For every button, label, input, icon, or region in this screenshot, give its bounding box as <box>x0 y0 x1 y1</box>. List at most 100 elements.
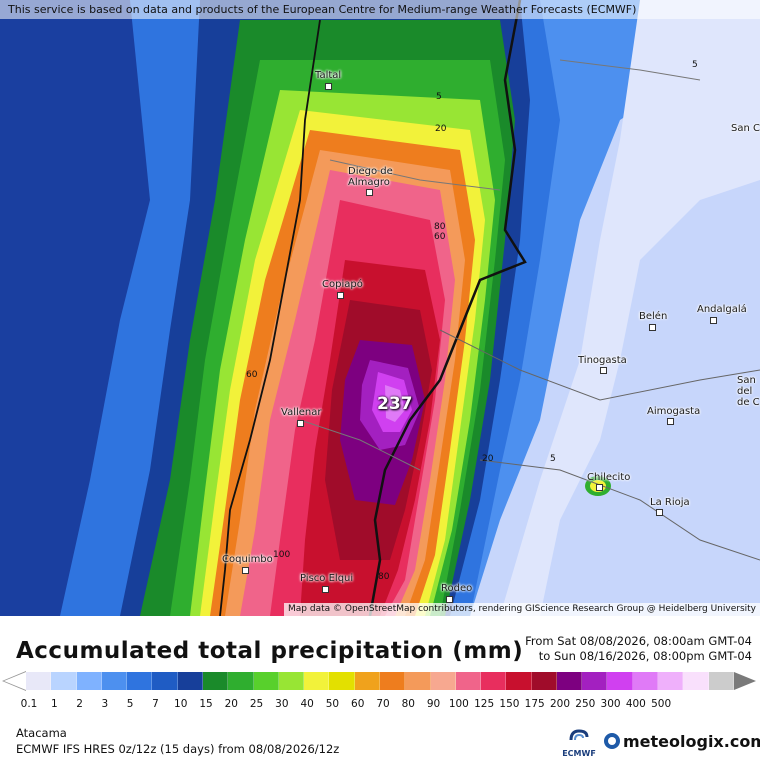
scale-tick-label: 70 <box>376 698 390 710</box>
scale-swatch <box>304 672 330 690</box>
city-marker <box>600 367 607 374</box>
contour-label: 20 <box>435 124 447 134</box>
scale-swatch <box>632 672 659 690</box>
city-taltal[interactable]: Taltal <box>315 70 342 81</box>
map-attribution: Map data © OpenStreetMap contributors, r… <box>284 603 760 616</box>
scale-swatch <box>228 672 254 690</box>
ecmwf-logo-icon <box>569 729 589 741</box>
scale-tick-label: 100 <box>448 698 469 710</box>
city-chilecito[interactable]: Chilecito <box>587 472 631 483</box>
scale-tick-label: 10 <box>174 698 188 710</box>
scale-left-arrow <box>4 672 26 690</box>
scale-swatch <box>556 672 583 690</box>
contour-label: 60 <box>434 232 446 242</box>
region-border-2 <box>329 159 501 191</box>
city-coquimbo[interactable]: Coquimbo <box>222 554 273 565</box>
period-from: From Sat 08/08/2026, 08:00am GMT-04 <box>525 634 752 648</box>
scale-swatch <box>26 672 52 690</box>
meteologix-logo[interactable]: meteologix.com <box>604 732 760 751</box>
scale-tick-label: 400 <box>625 698 646 710</box>
scale-tick-label: 0.1 <box>20 698 38 710</box>
contour-label: 5 <box>692 60 698 70</box>
scale-tick-label: 25 <box>249 698 264 710</box>
city-diego-de-almagro-line1[interactable]: Diego de <box>348 166 393 177</box>
scale-swatch <box>607 672 633 690</box>
scale-swatch <box>101 672 128 690</box>
city-copiapo[interactable]: Copiapó <box>322 279 363 290</box>
scale-tick-label: 50 <box>325 698 340 710</box>
city-marker <box>710 317 717 324</box>
scale-tick-label: 5 <box>126 698 134 710</box>
scale-tick-label: 90 <box>426 698 441 710</box>
city-la-rioja[interactable]: La Rioja <box>650 497 690 508</box>
city-de-c-partial[interactable]: de C <box>737 397 760 408</box>
scale-ticks: 0.1 1 2 3 5 7 10 15 20 25 30 40 50 60 70 80 90 100 125 150 1… <box>0 698 760 712</box>
scale-swatch <box>708 672 734 690</box>
city-san-c[interactable]: San C <box>731 123 760 134</box>
city-belen[interactable]: Belén <box>639 311 668 322</box>
light-magenta <box>385 385 405 422</box>
city-rodeo[interactable]: Rodeo <box>441 583 473 594</box>
ecmwf-logo-text: ECMWF <box>562 749 596 758</box>
scale-swatch <box>455 672 482 690</box>
city-marker <box>667 418 674 425</box>
scale-tick-label: 1 <box>50 698 58 710</box>
city-san-partial[interactable]: San <box>737 375 756 386</box>
city-marker <box>656 509 663 516</box>
city-aimogasta[interactable]: Aimogasta <box>647 406 701 417</box>
city-marker <box>649 324 656 331</box>
contour-label: 100 <box>273 550 291 560</box>
region-name: Atacama <box>16 726 67 740</box>
province-border-2 <box>479 459 760 561</box>
city-andalgala[interactable]: Andalgalá <box>697 304 747 315</box>
contour-label: 5 <box>550 454 556 464</box>
scale-tick-label: 150 <box>499 698 520 710</box>
scale-tick-label: 250 <box>575 698 596 710</box>
scale-tick-label: 175 <box>524 698 545 710</box>
map-raster <box>0 0 760 616</box>
scale-swatch <box>531 672 557 690</box>
city-marker <box>242 567 249 574</box>
scale-tick-label: 15 <box>199 698 213 710</box>
scale-tick-label: 30 <box>275 698 289 710</box>
scale-tick-label: 125 <box>474 698 495 710</box>
city-marker <box>366 189 373 196</box>
scale-bar <box>26 672 734 690</box>
scale-tick-label: 60 <box>351 698 365 710</box>
city-vallenar[interactable]: Vallenar <box>281 407 322 418</box>
meteologix-text: meteologix.com <box>623 732 760 751</box>
scale-swatch <box>253 672 279 690</box>
contour-label: 80 <box>434 222 446 232</box>
city-del-partial[interactable]: del <box>737 386 753 397</box>
scale-swatch <box>202 672 229 690</box>
scale-swatch <box>481 672 507 690</box>
city-diego-de-almagro-line2[interactable]: Almagro <box>348 177 390 188</box>
scale-tick-label: 2 <box>76 698 83 710</box>
forecast-period: From Sat 08/08/2026, 08:00am GMT-04 to S… <box>525 634 752 664</box>
scale-tick-label: 200 <box>549 698 571 710</box>
region-border-1 <box>299 419 421 471</box>
scale-swatch <box>658 672 684 690</box>
contour-label: 80 <box>378 572 390 582</box>
scale-swatch <box>76 672 102 690</box>
ecmwf-disclaimer: This service is based on data and produc… <box>0 0 760 19</box>
max-value-label: 237 <box>377 394 413 414</box>
scale-swatch <box>329 672 355 690</box>
legend-title: Accumulated total precipitation (mm) <box>16 638 524 664</box>
scale-tick-label: 500 <box>651 698 672 710</box>
scale-swatch <box>379 672 406 690</box>
scale-tick-label: 80 <box>401 698 415 710</box>
east-lilac <box>500 0 760 616</box>
city-marker <box>322 586 329 593</box>
scale-swatch <box>354 672 380 690</box>
scale-swatch <box>430 672 456 690</box>
city-tinogasta[interactable]: Tinogasta <box>578 355 627 366</box>
scale-right-arrow <box>734 672 756 690</box>
scale-swatch <box>278 672 305 690</box>
scale-swatch <box>506 672 532 690</box>
precipitation-map[interactable]: This service is based on data and produc… <box>0 0 760 616</box>
city-pisco-elqui[interactable]: Pisco Elqui <box>300 573 354 584</box>
scale-swatch <box>127 672 153 690</box>
city-marker <box>297 420 304 427</box>
period-to: to Sun 08/16/2026, 08:00pm GMT-04 <box>538 649 752 663</box>
